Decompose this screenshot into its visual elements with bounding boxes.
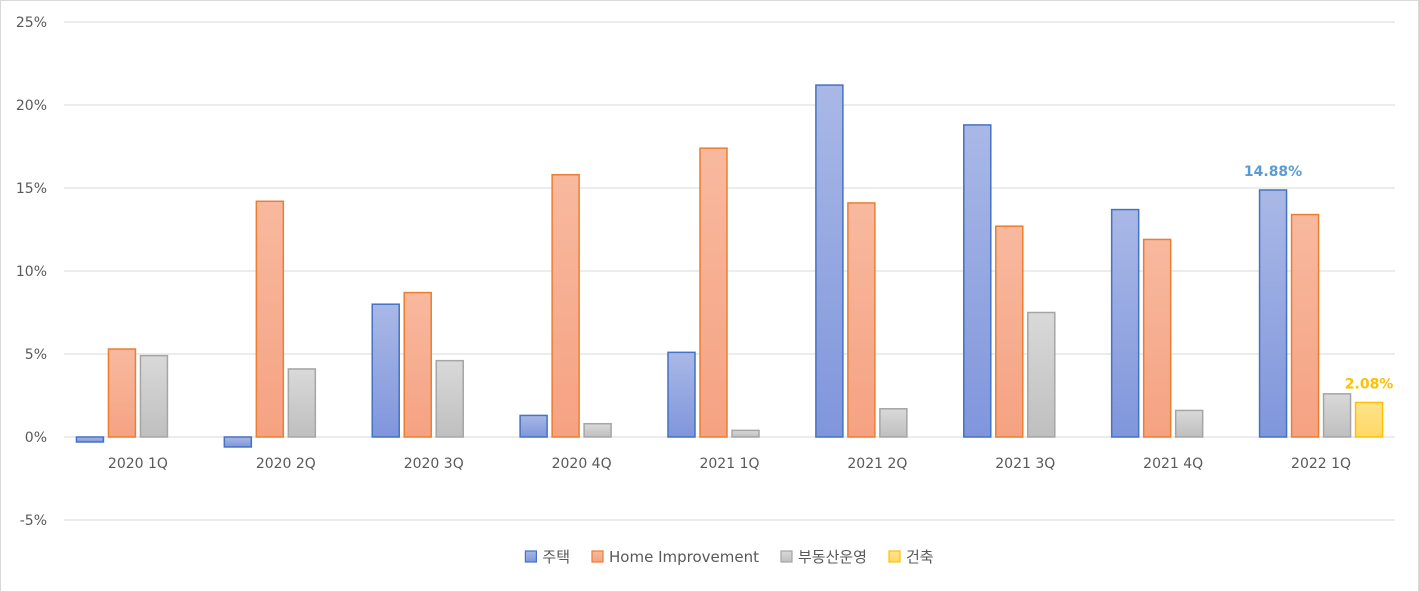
data-labels: 14.88% 2.08% bbox=[1244, 164, 1393, 392]
x-category-label: 2020 2Q bbox=[256, 456, 316, 472]
legend-swatch bbox=[524, 550, 537, 563]
x-category-label: 2021 4Q bbox=[1143, 456, 1203, 472]
legend-label: 건축 bbox=[906, 548, 934, 566]
legend-label: Home Improvement bbox=[609, 548, 759, 566]
x-category-label: 2021 3Q bbox=[995, 456, 1055, 472]
bar-3-2 bbox=[287, 368, 317, 438]
legend-swatch bbox=[591, 550, 604, 563]
data-label: 14.88% bbox=[1244, 164, 1302, 180]
x-axis-categories: 2020 1Q 2020 2Q 2020 3Q 2020 4Q 2021 1Q 2021 … bbox=[108, 456, 1351, 472]
y-tick-label: 0% bbox=[25, 430, 47, 446]
x-category-label: 2021 2Q bbox=[847, 456, 907, 472]
bar-1-4 bbox=[519, 414, 548, 438]
bars bbox=[75, 84, 1384, 448]
data-label: 2.08% bbox=[1345, 376, 1394, 392]
bar-1-1 bbox=[75, 436, 105, 443]
x-category-label: 2021 1Q bbox=[699, 456, 759, 472]
x-category-label: 2020 1Q bbox=[108, 456, 168, 472]
legend-swatch bbox=[780, 550, 793, 563]
bar-2-9 bbox=[1290, 213, 1320, 438]
x-category-label: 2022 1Q bbox=[1291, 456, 1351, 472]
y-tick-label: 10% bbox=[16, 264, 47, 280]
bar-3-5 bbox=[731, 429, 760, 438]
bar-2-1 bbox=[107, 348, 137, 438]
legend-label: 부동산운영 bbox=[798, 548, 867, 566]
y-tick-label: 5% bbox=[25, 347, 47, 363]
bar-3-9 bbox=[1322, 393, 1352, 438]
bar-4-9 bbox=[1354, 401, 1384, 438]
bar-2-8 bbox=[1142, 238, 1172, 438]
bar-2-3 bbox=[403, 291, 432, 438]
legend-swatch bbox=[888, 550, 901, 563]
bar-1-7 bbox=[963, 124, 992, 438]
y-tick-label: 20% bbox=[16, 98, 47, 114]
y-tick-label: -5% bbox=[20, 513, 47, 529]
bar-2-6 bbox=[847, 202, 876, 438]
bar-2-2 bbox=[255, 200, 285, 438]
bar-1-3 bbox=[371, 303, 400, 438]
y-axis-ticks: 25% 20% 15% 10% 5% 0% -5% bbox=[16, 15, 47, 529]
bar-3-7 bbox=[1027, 311, 1056, 438]
legend: 주택 Home Improvement 부동산운영 건축 bbox=[524, 548, 934, 566]
gridlines bbox=[64, 21, 1395, 521]
bar-3-6 bbox=[879, 408, 908, 438]
bar-1-5 bbox=[667, 351, 696, 438]
bar-3-8 bbox=[1174, 409, 1204, 438]
bar-3-4 bbox=[583, 422, 612, 438]
bar-2-4 bbox=[551, 173, 580, 438]
bar-1-8 bbox=[1110, 208, 1140, 438]
bar-1-2 bbox=[223, 436, 253, 448]
bar-1-9 bbox=[1258, 189, 1288, 438]
x-category-label: 2020 3Q bbox=[404, 456, 464, 472]
legend-label: 주택 bbox=[542, 548, 570, 566]
bar-2-5 bbox=[699, 147, 728, 438]
bar-3-1 bbox=[139, 354, 169, 438]
y-tick-label: 15% bbox=[16, 181, 47, 197]
x-category-label: 2020 4Q bbox=[552, 456, 612, 472]
bar-1-6 bbox=[815, 84, 844, 438]
y-tick-label: 25% bbox=[16, 15, 47, 31]
bar-3-3 bbox=[435, 359, 464, 438]
bar-2-7 bbox=[995, 225, 1024, 438]
